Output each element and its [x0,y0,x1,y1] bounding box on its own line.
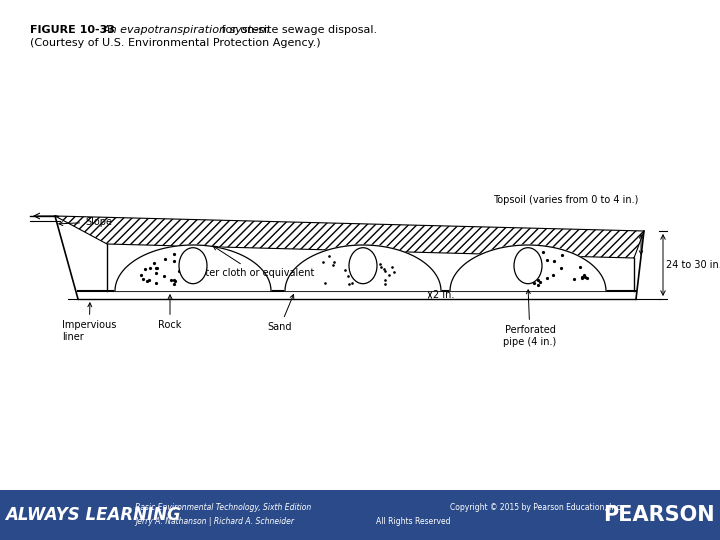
Text: Topsoil (varies from 0 to 4 in.): Topsoil (varies from 0 to 4 in.) [492,195,638,205]
Text: (Courtesy of U.S. Environmental Protection Agency.): (Courtesy of U.S. Environmental Protecti… [30,38,320,48]
Bar [0,490,720,540]
Text: Impervious
liner: Impervious liner [62,303,117,342]
Text: ALWAYS LEARNING: ALWAYS LEARNING [5,506,181,524]
Text: Rock: Rock [158,295,181,330]
Polygon shape [107,244,634,291]
Polygon shape [285,245,441,291]
Polygon shape [450,245,606,291]
Text: Jerry A. Nathanson | Richard A. Schneider: Jerry A. Nathanson | Richard A. Schneide… [135,516,294,525]
Text: Sand: Sand [268,294,294,332]
Text: FIGURE 10-33: FIGURE 10-33 [30,25,115,35]
Text: All Rights Reserved: All Rights Reserved [376,516,450,525]
Text: An evapotranspiration system: An evapotranspiration system [103,25,271,35]
Polygon shape [55,216,644,258]
Text: Basic Environmental Technology, Sixth Edition: Basic Environmental Technology, Sixth Ed… [135,503,311,511]
Text: 24 to 30 in.: 24 to 30 in. [666,260,720,270]
Ellipse shape [179,248,207,284]
Polygon shape [115,245,271,291]
Text: Perforated
pipe (4 in.): Perforated pipe (4 in.) [503,290,557,347]
Ellipse shape [514,248,542,284]
Text: Copyright © 2015 by Pearson Education, Inc.: Copyright © 2015 by Pearson Education, I… [450,503,623,511]
Text: PEARSON: PEARSON [603,505,715,525]
Text: 2 in.: 2 in. [433,290,454,300]
Text: Slope: Slope [59,217,112,227]
Text: for on-site sewage disposal.: for on-site sewage disposal. [218,25,377,35]
Ellipse shape [349,248,377,284]
Text: Filter cloth or equivalent: Filter cloth or equivalent [195,246,315,278]
